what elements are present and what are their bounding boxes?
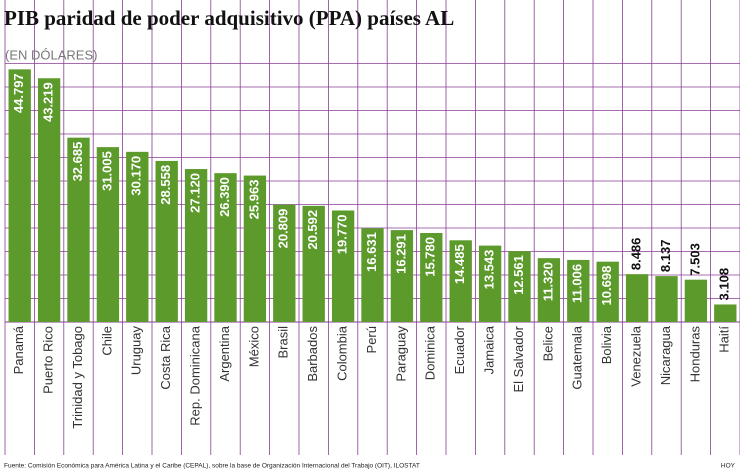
x-tick-label: Panamá <box>11 325 26 374</box>
bar <box>390 230 414 322</box>
bar <box>331 210 355 322</box>
bar <box>155 160 178 322</box>
value-label: 28.558 <box>158 165 173 205</box>
x-tick-label: Belice <box>540 326 555 361</box>
x-tick-label: Trinidad y Tobago <box>70 326 85 429</box>
x-tick-label: El Salvador <box>511 325 526 392</box>
value-label: 26.390 <box>217 177 232 217</box>
bar <box>126 151 149 322</box>
bar <box>37 78 61 322</box>
bar <box>655 276 678 322</box>
value-label: 16.291 <box>393 234 408 274</box>
bar <box>478 245 502 322</box>
x-tick-label: Chile <box>99 326 114 356</box>
value-label: 8.137 <box>658 240 673 273</box>
x-tick-label: Uruguay <box>129 326 144 376</box>
bar <box>596 261 619 322</box>
value-label: 12.561 <box>511 255 526 295</box>
bar <box>96 147 120 322</box>
x-tick-label: Ecuador <box>452 325 467 374</box>
value-label: 11.320 <box>540 262 555 301</box>
value-label: 43.219 <box>41 82 56 122</box>
bar <box>714 304 737 322</box>
x-tick-label: Jamaica <box>482 325 497 374</box>
value-label: 8.486 <box>629 238 644 271</box>
bar <box>508 251 531 322</box>
value-label: 19.770 <box>335 214 350 254</box>
value-label: 13.543 <box>482 250 497 290</box>
bar <box>8 69 31 323</box>
value-label: 7.503 <box>687 243 702 276</box>
value-label: 11.006 <box>570 264 585 303</box>
x-tick-label: Nicaragua <box>658 325 673 385</box>
x-tick-label: Argentina <box>217 325 232 381</box>
bar <box>684 279 708 322</box>
value-label: 30.170 <box>129 156 144 196</box>
credit: HOY <box>721 463 736 470</box>
x-tick-label: Bolivia <box>599 325 614 364</box>
bar <box>243 175 267 322</box>
value-label: 10.698 <box>599 266 614 306</box>
value-label: 44.797 <box>11 73 26 113</box>
bar <box>67 137 90 322</box>
x-tick-label: Guatemala <box>570 325 585 389</box>
value-label: 31.005 <box>99 151 114 191</box>
bar <box>537 258 561 322</box>
value-label: 32.685 <box>70 142 85 182</box>
bar <box>214 173 237 322</box>
bar <box>361 228 384 322</box>
value-label: 3.108 <box>717 268 732 301</box>
value-label: 14.485 <box>452 244 467 284</box>
x-tick-label: México <box>246 326 261 367</box>
x-tick-label: Puerto Rico <box>41 326 56 394</box>
bar <box>449 240 472 322</box>
x-tick-label: Costa Rica <box>158 325 173 389</box>
bar <box>625 274 649 322</box>
x-tick-label: Honduras <box>687 326 702 383</box>
value-label: 27.120 <box>188 173 203 213</box>
x-tick-label: Dominica <box>423 325 438 380</box>
chart-title: PIB paridad de poder adquisitivo (PPA) p… <box>4 6 454 30</box>
bar <box>420 233 443 322</box>
x-tick-label: Colombia <box>335 325 350 381</box>
value-label: 20.809 <box>276 209 291 249</box>
value-label: 25.963 <box>246 180 261 220</box>
x-tick-label: Brasil <box>276 326 291 359</box>
x-tick-label: Haití <box>717 326 732 353</box>
value-label: 15.780 <box>423 237 438 277</box>
x-tick-label: Paraguay <box>393 326 408 382</box>
source: Fuente: Comisión Económica para América … <box>4 463 420 470</box>
chart-subtitle: (EN DÓLARES) <box>5 47 97 62</box>
x-tick-label: Perú <box>364 326 379 353</box>
bar <box>184 169 208 322</box>
bar <box>273 204 296 322</box>
value-label: 16.631 <box>364 232 379 272</box>
bar <box>302 205 325 322</box>
x-tick-label: Rep. Dominicana <box>188 325 203 425</box>
value-label: 20.592 <box>305 210 320 250</box>
bar <box>567 259 590 322</box>
x-tick-label: Venezuela <box>629 325 644 386</box>
x-tick-label: Barbados <box>305 326 320 382</box>
